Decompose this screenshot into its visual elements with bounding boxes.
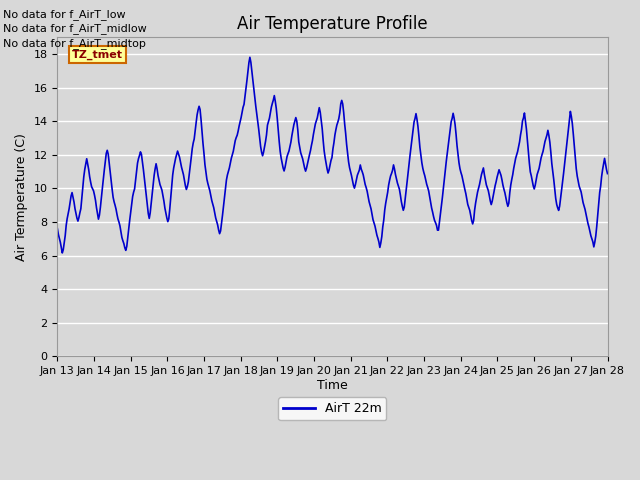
Text: TZ_tmet: TZ_tmet xyxy=(72,49,123,60)
Text: No data for f_AirT_midlow: No data for f_AirT_midlow xyxy=(3,23,147,34)
Y-axis label: Air Termperature (C): Air Termperature (C) xyxy=(15,133,28,261)
Legend: AirT 22m: AirT 22m xyxy=(278,397,387,420)
Text: No data for f_AirT_low: No data for f_AirT_low xyxy=(3,9,126,20)
Text: No data for f_AirT_midtop: No data for f_AirT_midtop xyxy=(3,37,146,48)
Title: Air Temperature Profile: Air Temperature Profile xyxy=(237,15,428,33)
X-axis label: Time: Time xyxy=(317,379,348,392)
